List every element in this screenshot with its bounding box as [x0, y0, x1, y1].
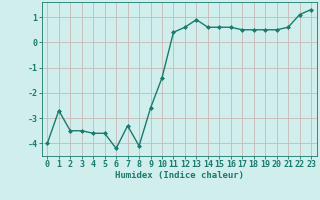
X-axis label: Humidex (Indice chaleur): Humidex (Indice chaleur): [115, 171, 244, 180]
